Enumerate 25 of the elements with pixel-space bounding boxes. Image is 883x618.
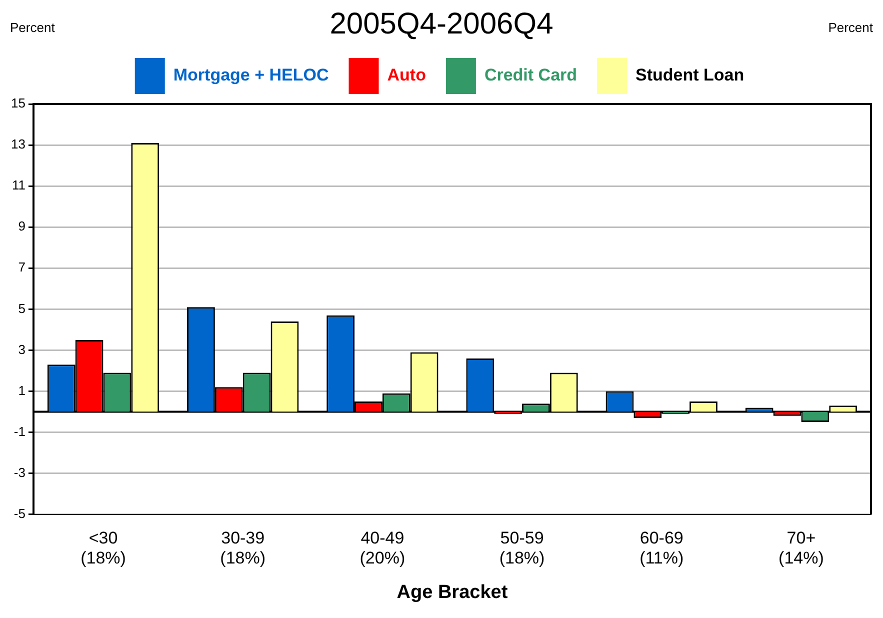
chart-title: 2005Q4-2006Q4: [330, 7, 554, 40]
x-tick-label: 60-69 (11%): [640, 528, 684, 568]
legend-label: Mortgage + HELOC: [173, 66, 329, 85]
x-tick-label: 40-49 (20%): [360, 528, 406, 568]
y-tick-label: 7: [18, 260, 26, 275]
y2-axis-title: Percent: [828, 20, 874, 36]
y-tick-label: 15: [10, 96, 26, 111]
y-tick-label: -5: [14, 506, 26, 521]
x-tick-label: 50-59 (18%): [499, 528, 545, 568]
y-axis-title: Percent: [10, 20, 56, 36]
y-tick-label: 13: [10, 136, 26, 152]
x-tick-label: 70+ (14%): [778, 528, 824, 568]
x-tick-label: <30 (18%): [80, 528, 126, 568]
y-tick-label: -3: [14, 464, 26, 480]
x-tick-label: 30-39 (18%): [220, 528, 266, 568]
y-tick-label: 3: [18, 342, 26, 357]
legend-label: Student Loan: [636, 66, 744, 85]
legend-label: Auto: [387, 66, 426, 85]
y-tick-label: 11: [12, 178, 26, 193]
legend-label: Credit Card: [484, 66, 578, 85]
y-tick-label: 1: [18, 382, 26, 398]
y-tick-label: -1: [14, 424, 26, 439]
y-tick-label: 5: [18, 300, 26, 316]
y-tick-label: 9: [18, 218, 26, 234]
x-axis-title: Age Bracket: [396, 582, 508, 603]
